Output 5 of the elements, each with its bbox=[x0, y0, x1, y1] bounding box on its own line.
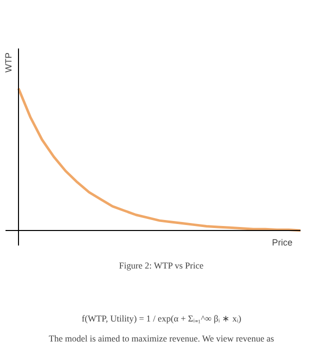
x-axis-title: Price bbox=[272, 238, 293, 248]
caption: Figure 2: WTP vs Price bbox=[119, 260, 204, 270]
text: f(WTP, Utility) = 1 / exp(α + Σᵢ₌₁^∞ βᵢ ∗ xᵢ) bbox=[82, 314, 242, 324]
y-axis-title: WTP bbox=[4, 52, 14, 72]
text: The model is aimed to maximize revenue. We view revenue as bbox=[48, 334, 275, 344]
